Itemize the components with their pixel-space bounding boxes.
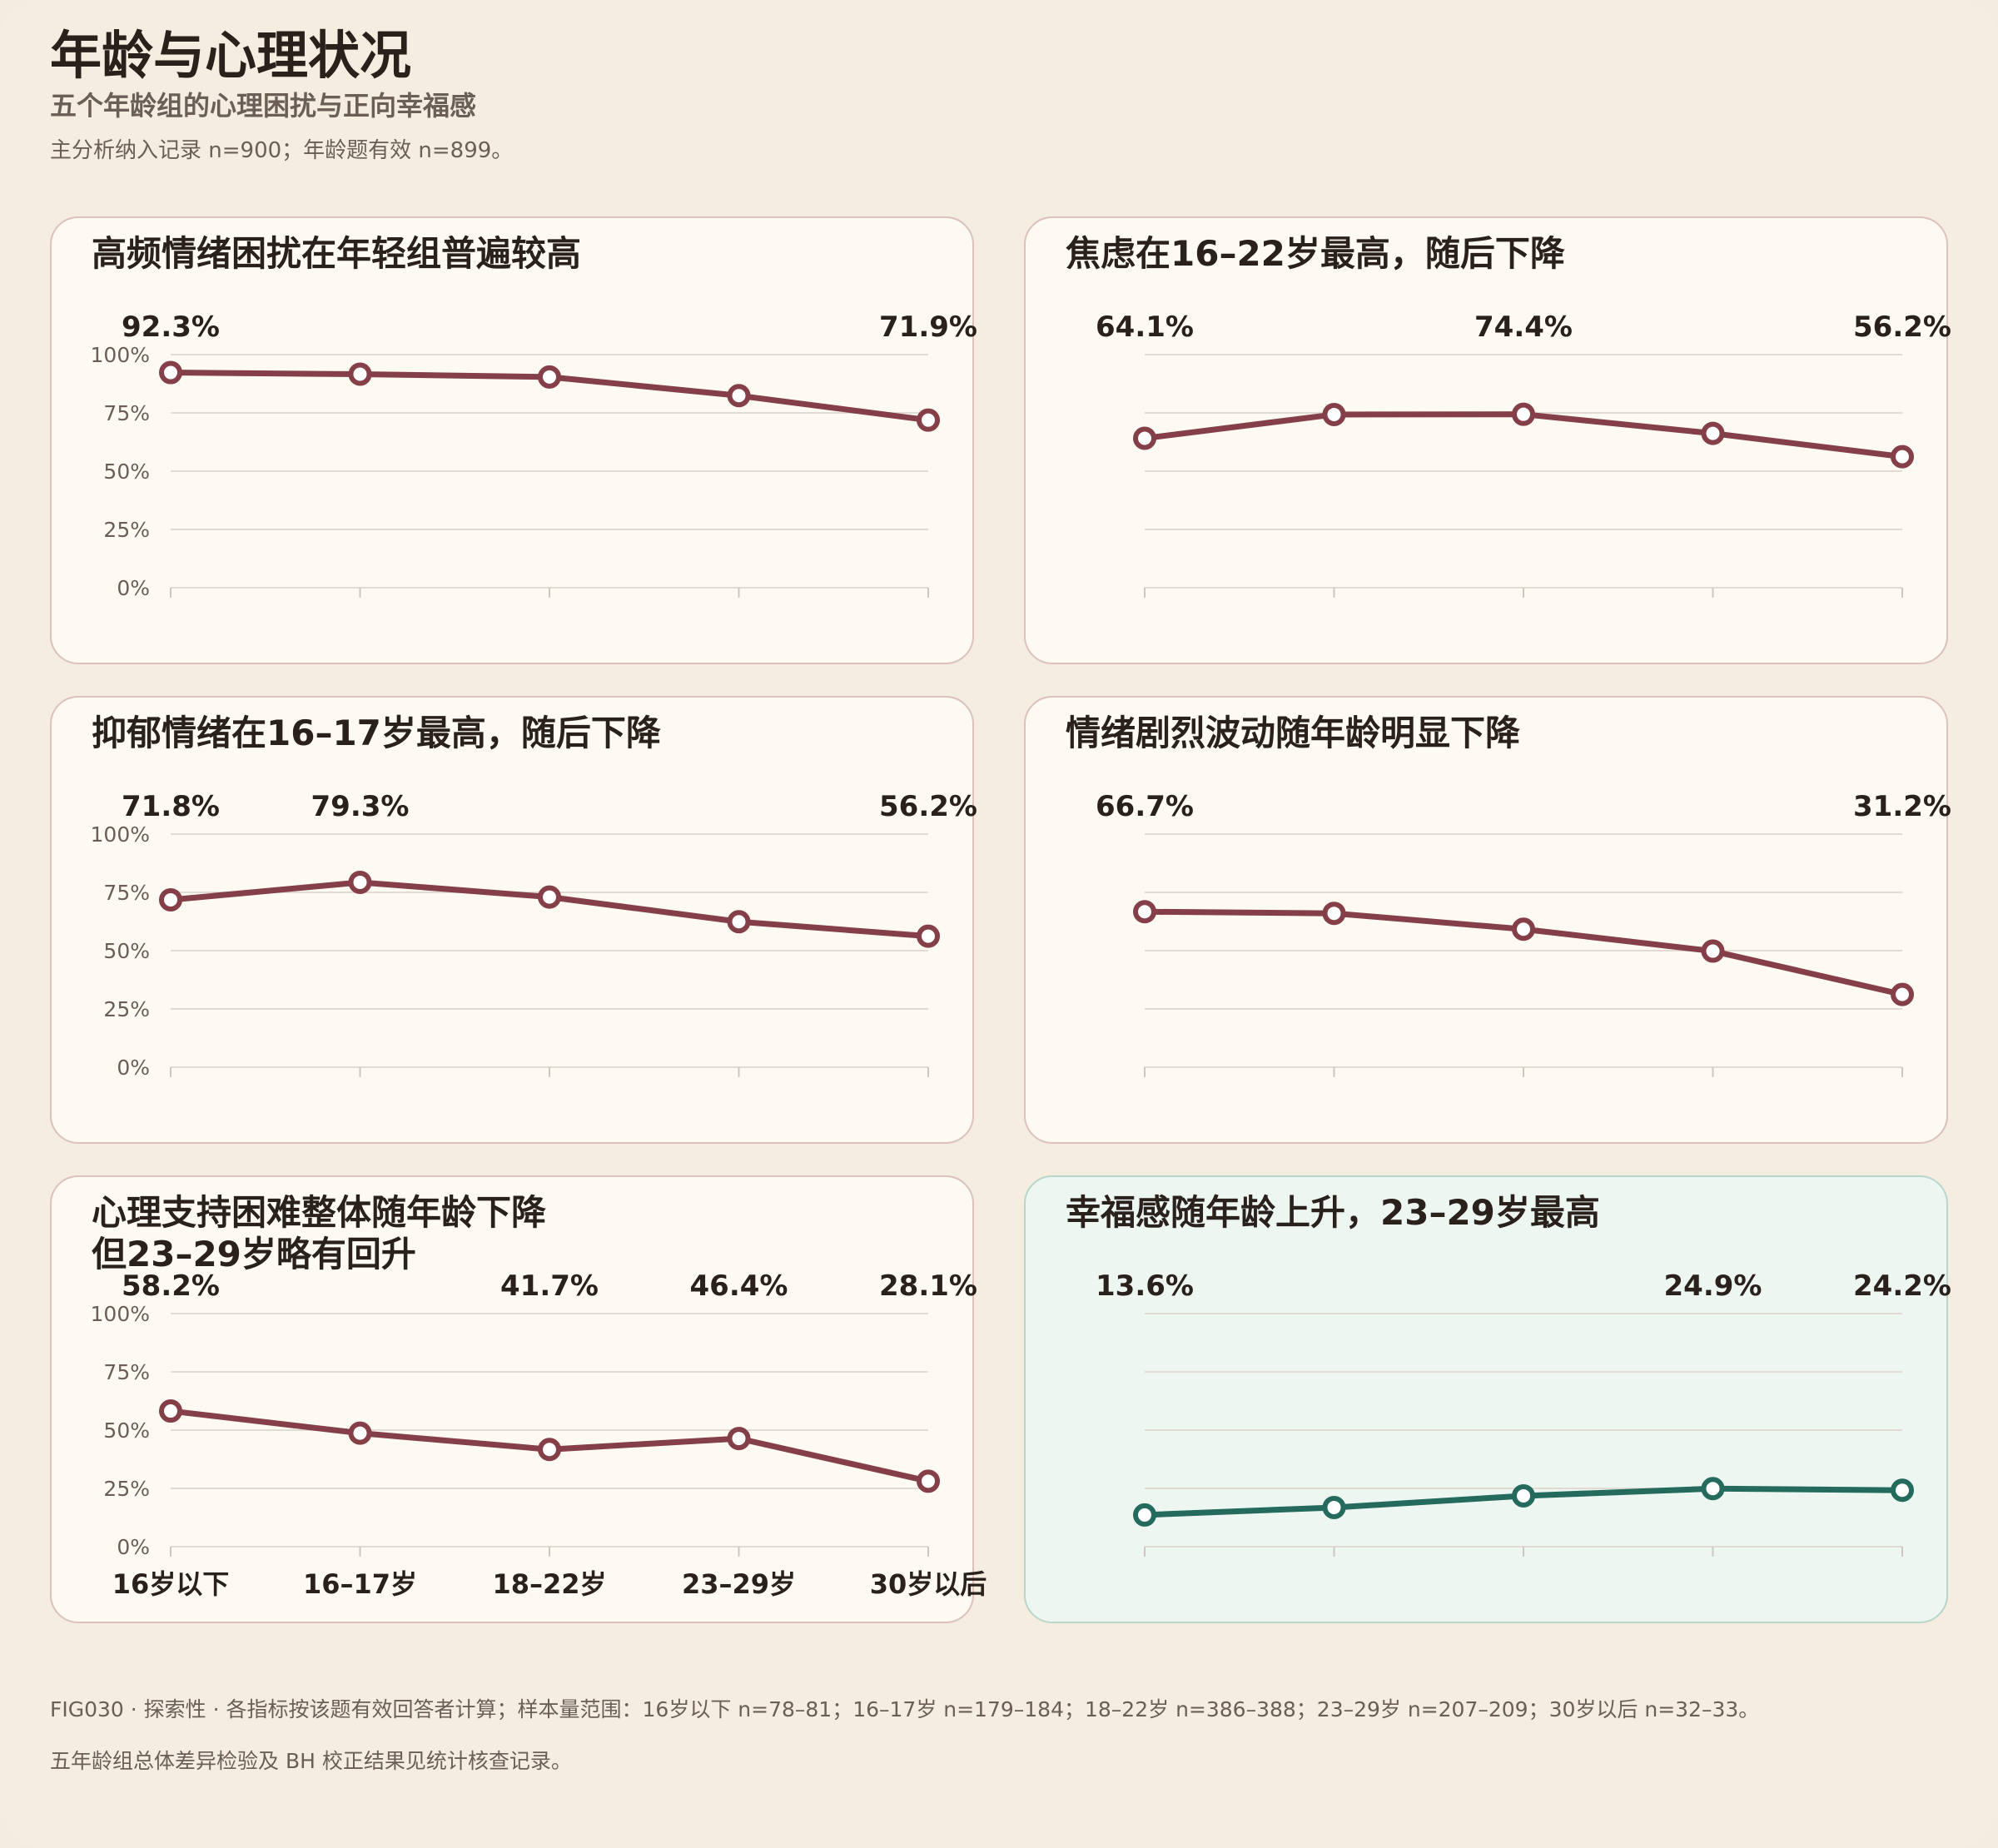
x-tick-label: 23–29岁: [682, 1568, 796, 1600]
footer-test-note: 五年龄组总体差异检验及 BH 校正结果见统计核查记录。: [50, 1749, 572, 1773]
data-label: 64.1%: [1096, 310, 1194, 344]
x-tick-label: 30岁以后: [870, 1568, 987, 1600]
data-label: 79.3%: [311, 790, 410, 823]
data-label: 56.2%: [1853, 310, 1951, 344]
page-title: 年龄与心理状况: [50, 25, 412, 86]
data-point: [917, 1469, 940, 1493]
panel-mood-swings: 情绪剧烈波动随年龄明显下降 66.7% 31.2%: [1024, 696, 1951, 1144]
data-label: 92.3%: [122, 310, 220, 344]
data-label: 56.2%: [879, 790, 977, 823]
panel-support-difficulty: 心理支持困难整体随年龄下降 但23–29岁略有回升 0% 25% 50% 75% 100…: [50, 1175, 987, 1623]
y-tick-label: 0%: [117, 1535, 150, 1559]
page-subtitle: 五个年龄组的心理困扰与正向幸福感: [50, 90, 477, 122]
y-tick-label: 25%: [103, 1477, 150, 1501]
data-label: 41.7%: [500, 1269, 599, 1303]
y-tick-label: 0%: [117, 1056, 150, 1080]
data-point: [917, 408, 940, 432]
data-label: 71.9%: [879, 310, 977, 344]
data-point: [917, 924, 940, 948]
panel-title: 抑郁情绪在16–17岁最高，随后下降: [92, 713, 661, 753]
data-point: [159, 1399, 182, 1423]
data-point: [348, 1421, 372, 1445]
data-point: [1322, 402, 1346, 426]
footer-sample-note: FIG030 · 探索性 · 各指标按该题有效回答者计算；样本量范围：16岁以下…: [50, 1697, 1760, 1721]
data-label: 74.4%: [1474, 310, 1573, 344]
x-tick-label: 16岁以下: [112, 1568, 230, 1600]
y-tick-label: 0%: [117, 576, 150, 600]
data-point: [1133, 1503, 1156, 1527]
sample-note: 主分析纳入记录 n=900；年龄题有效 n=899。: [50, 138, 514, 163]
data-label: 46.4%: [690, 1269, 788, 1303]
data-point: [1701, 939, 1725, 963]
data-point: [727, 1427, 751, 1451]
data-point: [727, 910, 751, 934]
data-point: [1133, 426, 1156, 450]
y-tick-label: 100%: [91, 822, 150, 847]
data-label: 58.2%: [122, 1269, 220, 1303]
x-tick-label: 18–22岁: [492, 1568, 606, 1600]
data-point: [348, 870, 372, 894]
data-point: [1701, 421, 1725, 445]
data-label: 71.8%: [122, 790, 220, 823]
y-tick-label: 75%: [103, 1360, 150, 1384]
data-label: 24.2%: [1853, 1269, 1951, 1303]
panel-title: 情绪剧烈波动随年龄明显下降: [1066, 713, 1521, 753]
data-point: [727, 384, 751, 408]
data-point: [159, 360, 182, 385]
data-point: [1512, 402, 1535, 426]
panel-title: 焦虑在16–22岁最高，随后下降: [1066, 233, 1565, 274]
y-tick-label: 75%: [103, 881, 150, 905]
data-point: [1891, 982, 1914, 1006]
data-point: [538, 365, 561, 389]
data-point: [159, 887, 182, 912]
data-point: [1891, 1478, 1914, 1503]
data-point: [1891, 445, 1914, 469]
data-label: 28.1%: [879, 1269, 977, 1303]
y-tick-label: 50%: [103, 460, 150, 484]
data-point: [1512, 1483, 1535, 1508]
data-label: 31.2%: [1853, 790, 1951, 823]
line-chart: 0% 25% 50% 75% 100%71.8% 79.3% 56.2%: [91, 790, 977, 1080]
panel-high-frequency-distress: 高频情绪困扰在年轻组普遍较高 0% 25% 50% 75% 100% 92.3% 71.9%: [50, 216, 977, 664]
y-tick-label: 25%: [103, 997, 150, 1021]
data-point: [1322, 902, 1346, 926]
data-point: [1512, 917, 1535, 941]
data-label: 24.9%: [1664, 1269, 1762, 1303]
data-label: 13.6%: [1096, 1269, 1194, 1303]
panel-title: 心理支持困难整体随年龄下降 但23–29岁略有回升: [92, 1192, 547, 1274]
y-tick-label: 100%: [91, 1302, 150, 1326]
panel-depression: 抑郁情绪在16–17岁最高，随后下降 0% 25% 50% 75% 100% 71.8% 7…: [50, 696, 977, 1144]
y-tick-label: 25%: [103, 518, 150, 542]
y-tick-label: 50%: [103, 939, 150, 963]
panel-title: 高频情绪困扰在年轻组普遍较高: [92, 233, 582, 274]
line-chart: 0% 25% 50% 75% 100% 16岁以下 16–17岁 18–22岁 23–29岁 30…: [91, 1269, 987, 1600]
line-chart: 13.6% 24.9% 24.2%: [1096, 1269, 1951, 1557]
data-point: [1701, 1477, 1725, 1501]
line-chart: 66.7% 31.2%: [1096, 790, 1951, 1077]
data-point: [348, 362, 372, 386]
panel-title: 幸福感随年龄上升，23–29岁最高: [1066, 1192, 1600, 1233]
y-tick-label: 75%: [103, 401, 150, 425]
data-label: 66.7%: [1096, 790, 1194, 823]
x-tick-label: 16–17岁: [303, 1568, 417, 1600]
line-chart: 64.1% 74.4% 56.2%: [1096, 310, 1951, 598]
data-point: [538, 1438, 561, 1462]
y-tick-label: 50%: [103, 1418, 150, 1443]
data-point: [538, 885, 561, 909]
data-point: [1322, 1495, 1346, 1519]
panel-anxiety: 焦虑在16–22岁最高，随后下降 64.1% 74.4% 56.2%: [1024, 216, 1951, 664]
line-chart: 0% 25% 50% 75% 100%92.3% 71.9%: [91, 310, 977, 600]
panel-wellbeing: 幸福感随年龄上升，23–29岁最高 13.6% 24.9% 24.2%: [1024, 1175, 1951, 1623]
y-tick-label: 100%: [91, 343, 150, 367]
data-point: [1133, 900, 1156, 924]
